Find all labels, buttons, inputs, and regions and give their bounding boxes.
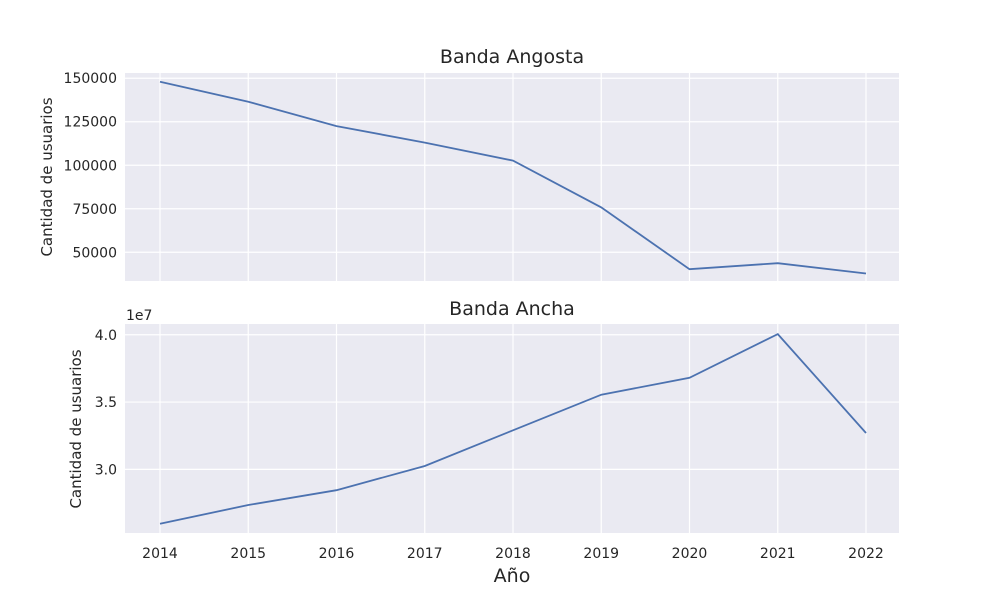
series-line-top (159, 80, 867, 275)
series-line-bottom (159, 332, 867, 525)
plot-area-top (125, 73, 899, 281)
y-tick-label-top-0: 50000 (72, 245, 117, 261)
plot-area-bottom (125, 324, 899, 533)
x-tick-label-2017: 2017 (407, 546, 443, 562)
x-tick-label-2021: 2021 (760, 546, 796, 562)
y-tick-label-top-3: 125000 (64, 115, 117, 131)
x-tick-label-2015: 2015 (230, 546, 266, 562)
y-tick-label-bottom-1: 3.5 (95, 395, 117, 411)
y-axis-label-bottom: Cantidad de usuarios (67, 349, 85, 508)
x-tick-label-2022: 2022 (848, 546, 884, 562)
y-ticks-top: 50000 75000 100000 125000 150000 (64, 71, 117, 261)
y-tick-label-top-2: 100000 (64, 158, 117, 174)
chart-title-bottom: Banda Ancha (449, 298, 575, 320)
grid-bottom (125, 324, 899, 533)
x-tick-label-2016: 2016 (319, 546, 355, 562)
y-offset-label-bottom: 1e7 (126, 308, 152, 324)
x-ticks-bottom: 2014 2015 2016 2017 2018 2019 2020 2021 2022 (142, 546, 884, 562)
panel-banda-ancha: Banda Ancha 1e7 Cantidad de usuarios 3.0… (67, 298, 899, 587)
x-axis-label: Año (494, 565, 531, 587)
y-tick-label-bottom-2: 4.0 (95, 328, 117, 344)
x-tick-label-2014: 2014 (142, 546, 178, 562)
x-tick-label-2020: 2020 (672, 546, 708, 562)
y-axis-label-top: Cantidad de usuarios (38, 97, 56, 256)
x-tick-label-2018: 2018 (495, 546, 531, 562)
x-tick-label-2019: 2019 (583, 546, 619, 562)
y-ticks-bottom: 3.0 3.5 4.0 (95, 328, 117, 479)
grid-top (125, 73, 899, 281)
chart-title-top: Banda Angosta (440, 46, 584, 68)
panel-banda-angosta: Banda Angosta Cantidad de usuarios 50000… (38, 46, 899, 281)
y-tick-label-top-1: 75000 (72, 202, 117, 218)
y-tick-label-top-4: 150000 (64, 71, 117, 87)
y-tick-label-bottom-0: 3.0 (95, 462, 117, 478)
